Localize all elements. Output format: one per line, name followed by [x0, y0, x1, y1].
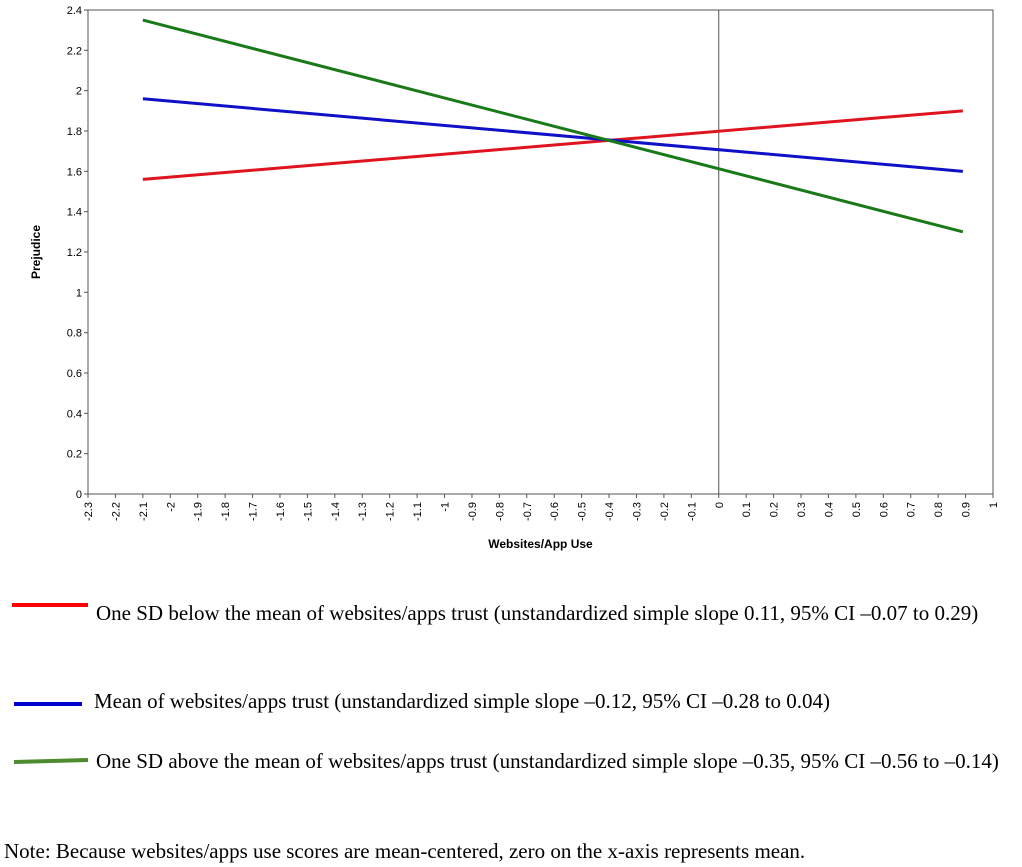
series-line-2	[142, 97, 963, 173]
y-tick-label: 1.6	[67, 166, 82, 178]
x-tick-label: 0.3	[796, 502, 808, 517]
x-tick-label: 0.6	[878, 502, 890, 517]
y-tick-label: 1.2	[67, 247, 82, 259]
x-tick-label: -0.6	[549, 502, 561, 521]
x-tick-label: -1	[440, 502, 452, 512]
x-tick-label: -2	[165, 502, 177, 512]
x-tick-label: -1.7	[248, 502, 260, 521]
y-tick-label: 1	[76, 287, 82, 299]
x-tick-label: -1.8	[220, 502, 232, 521]
x-tick-label: 0.9	[961, 502, 973, 517]
x-tick-label: -1.3	[357, 502, 369, 521]
x-tick-label: -2.2	[110, 502, 122, 521]
x-tick-label: 0.8	[933, 502, 945, 517]
y-tick-label: 0.2	[67, 449, 82, 461]
y-tick-label: 0.8	[67, 328, 82, 340]
x-tick-label: -0.7	[522, 502, 534, 521]
y-axis-ticks: 0 0.2 0.4 0.6 0.8 1 1.2 1.4 1.6 1.8 2 2.2 2.4	[67, 5, 88, 501]
y-tick-label: 0.6	[67, 368, 82, 380]
x-tick-label: 0.7	[906, 502, 918, 517]
legend-swatch-mean	[14, 702, 82, 706]
x-tick-label: -0.8	[494, 502, 506, 521]
chart: 00.20.40.60.811.21.41.61.822.22.4 -2.3 -2…	[29, 5, 1000, 551]
legend-entry-mean: Mean of websites/apps trust (unstandardi…	[94, 689, 831, 713]
x-axis-ticks: -2.3 -2.2 -2.1 -2 -1.9 -1.8 -1.7 -1.6 -1.5 -1.4 -1…	[83, 494, 1000, 521]
x-tick-label: -0.1	[686, 502, 698, 521]
x-tick-label: 0.1	[741, 502, 753, 517]
x-tick-label: -0.9	[467, 502, 479, 521]
x-tick-label: 1	[988, 502, 1000, 508]
x-tick-label: 0.2	[769, 502, 781, 517]
x-tick-label: -1.6	[275, 502, 287, 521]
x-axis-label: Websites/App Use	[488, 537, 593, 551]
x-tick-label: -1.1	[412, 502, 424, 521]
y-tick-label: 1.4	[67, 207, 82, 219]
x-tick-label: -0.4	[604, 502, 616, 521]
series-line-1	[142, 109, 963, 181]
x-tick-label: -0.3	[631, 502, 643, 521]
x-tick-label: -1.4	[330, 502, 342, 521]
x-tick-label: -0.5	[577, 502, 589, 521]
x-tick-label: -1.2	[385, 502, 397, 521]
x-tick-label: -1.9	[193, 502, 205, 521]
x-tick-label: 0	[714, 502, 726, 508]
legend-entry-above-mean: One SD above the mean of websites/apps t…	[96, 749, 999, 773]
y-tick-label: 1.8	[67, 126, 82, 138]
series-lines	[142, 18, 964, 234]
x-tick-label: 0.5	[851, 502, 863, 517]
legend-swatch-below-mean	[12, 603, 88, 607]
y-tick-label: 2.4	[67, 5, 82, 17]
x-tick-label: 0.4	[823, 502, 835, 517]
y-axis-label: Prejudice	[29, 225, 43, 279]
y-tick-label: 0.4	[67, 408, 82, 420]
chart-note: Note: Because websites/apps use scores a…	[4, 839, 806, 863]
x-tick-label: -0.2	[659, 502, 671, 521]
legend-entry-below-mean: One SD below the mean of websites/apps t…	[96, 601, 979, 625]
x-tick-label: -2.1	[138, 502, 150, 521]
y-tick-label: 2.2	[67, 45, 82, 57]
plot-area-frame	[87, 9, 994, 495]
x-tick-label: -1.5	[302, 502, 314, 521]
y-tick-label: 0	[76, 489, 82, 501]
y-tick-label: 2	[76, 86, 82, 98]
series-line-3	[142, 18, 964, 234]
x-tick-label: -2.3	[83, 502, 95, 521]
